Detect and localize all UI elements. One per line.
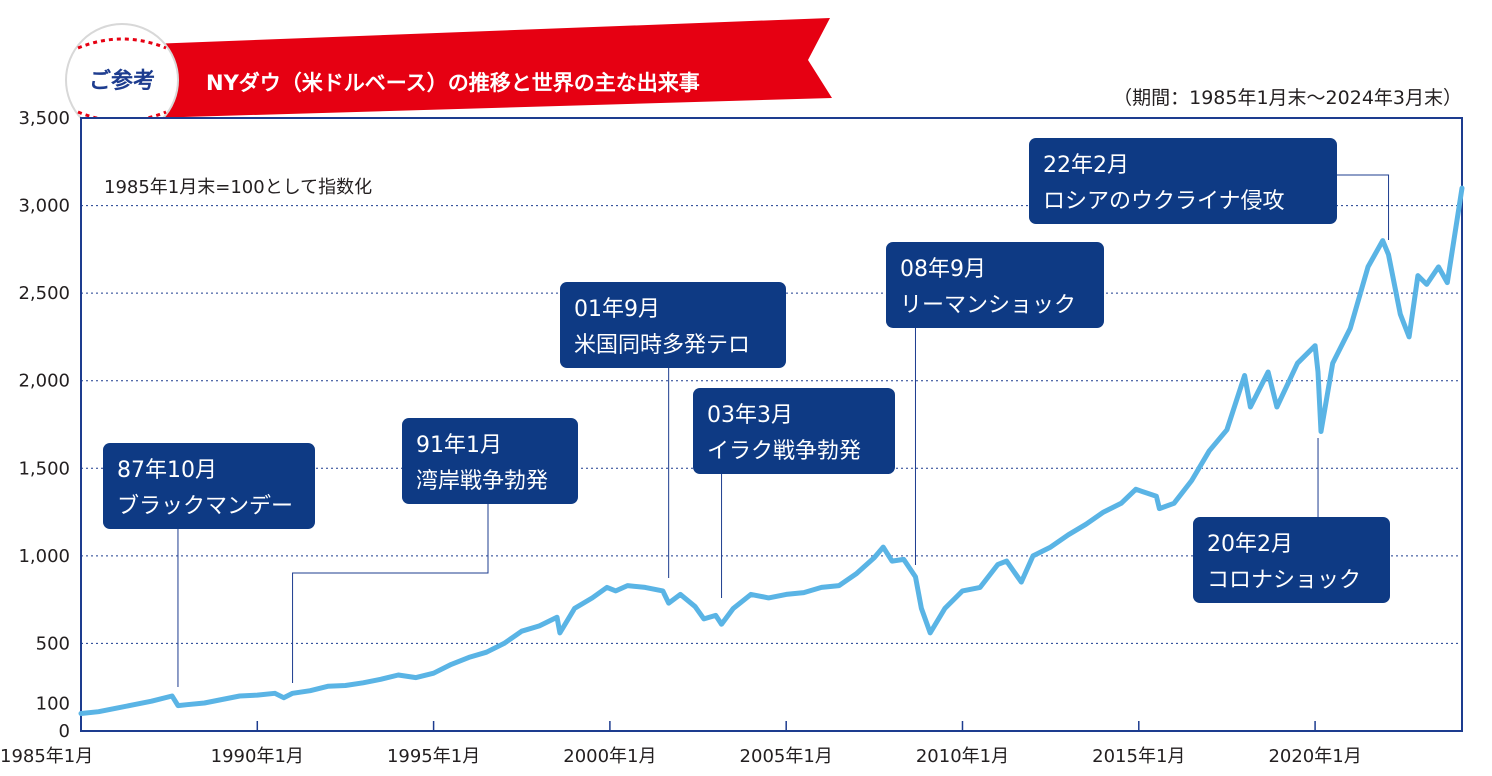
x-tick-label: 2020年1月	[1268, 746, 1361, 767]
y-tick-label: 1,000	[18, 546, 70, 567]
annotation-box	[402, 418, 578, 504]
annotation-event: ロシアのウクライナ侵攻	[1043, 189, 1285, 214]
annotation-box	[560, 282, 786, 368]
stitch-top	[77, 37, 167, 50]
y-tick-label: 500	[36, 633, 70, 654]
y-tick-label: 3,500	[18, 108, 70, 129]
annotation-date: 22年2月	[1043, 153, 1129, 178]
y-tick-label: 2,000	[18, 371, 70, 392]
annotation-date: 91年1月	[416, 433, 502, 458]
annotation-event: 米国同時多発テロ	[574, 333, 750, 358]
title-banner: NYダウ（米ドルベース）の推移と世界の主な出来事	[150, 18, 832, 118]
y-tick-label: 1,500	[18, 458, 70, 479]
y-tick-label: 100	[36, 693, 70, 714]
annotation-date: 08年9月	[900, 257, 986, 282]
annotation-leader	[292, 504, 489, 683]
annotation-date: 01年9月	[574, 297, 660, 322]
x-tick-label: 1990年1月	[211, 746, 304, 767]
index-note: 1985年1月末=100として指数化	[104, 177, 372, 198]
annotation-box	[1193, 517, 1390, 603]
chart-title: NYダウ（米ドルベース）の推移と世界の主な出来事	[206, 71, 700, 95]
y-tick-label: 0	[59, 721, 70, 742]
annotation-event: リーマンショック	[900, 293, 1076, 318]
annotation-event: 湾岸戦争勃発	[416, 469, 548, 494]
y-tick-label: 3,000	[18, 196, 70, 217]
annotation-date: 03年3月	[707, 403, 793, 428]
annotation-event: ブラックマンデー	[117, 494, 293, 519]
y-tick-label: 2,500	[18, 283, 70, 304]
x-tick-label: 2005年1月	[740, 746, 833, 767]
y-axis: 0 100 500 1,000 1,500 2,000 2,500 3,000 3,500	[18, 108, 70, 742]
period-note: （期間：1985年1月末～2024年3月末）	[1113, 87, 1462, 109]
annotation-date: 87年10月	[117, 458, 217, 483]
annotation-event: イラク戦争勃発	[707, 439, 861, 464]
series-line-nydow	[78, 185, 1465, 716]
annotation-box	[886, 242, 1104, 328]
annotation-date: 20年2月	[1207, 532, 1293, 557]
x-tick-label: 1985年1月	[0, 746, 93, 767]
annotation-box	[103, 443, 315, 529]
annotation-box	[693, 388, 895, 474]
annotation-leader	[1337, 174, 1390, 240]
stitch-bottom	[77, 110, 167, 123]
banner-ribbon	[150, 18, 832, 118]
x-tick-label: 2015年1月	[1092, 746, 1185, 767]
x-tick-label: 2010年1月	[916, 746, 1009, 767]
reference-badge: ご参考	[65, 23, 179, 137]
x-axis: 1985年1月 1990年1月 1995年1月 2000年1月 2005年1月 2010年…	[0, 721, 1362, 767]
annotation-box	[1029, 138, 1337, 224]
x-tick-label: 1995年1月	[387, 746, 480, 767]
badge-label: ご参考	[89, 68, 155, 94]
annotation-event: コロナショック	[1207, 568, 1361, 593]
x-tick-label: 2000年1月	[563, 746, 656, 767]
